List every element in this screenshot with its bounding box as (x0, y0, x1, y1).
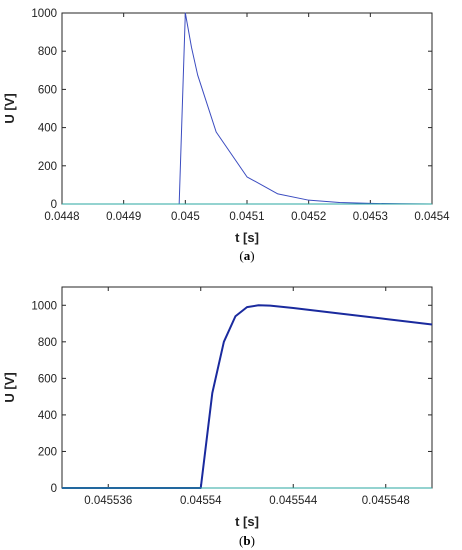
x-tick-label: 0.0452 (291, 211, 326, 223)
plot-frame (61, 286, 433, 489)
y-tick-label: 600 (38, 84, 57, 96)
y-tick-label: 400 (38, 410, 57, 422)
x-tick-label: 0.045544 (269, 495, 318, 507)
plot-frame (61, 12, 433, 205)
x-tick-label: 0.045548 (362, 495, 410, 507)
x-tick-label: 0.0451 (229, 211, 264, 223)
y-tick-label: 0 (51, 199, 57, 211)
x-axis-label: t [s] (235, 230, 259, 245)
panel-a: 0 200 400 600 800 1000 0.0448 0.0449 0.045 0.0451… (2, 8, 450, 263)
y-tick-label: 600 (38, 373, 57, 385)
panel-caption-letter: b (243, 533, 250, 548)
y-tick-label: 1000 (31, 8, 57, 20)
series-line-1 (62, 12, 433, 205)
panel-b: 0 200 400 600 800 1000 0.045536 0.04554 0.045544… (2, 286, 433, 548)
x-tick-label: 0.045536 (84, 495, 132, 507)
panel-caption: (a) (239, 248, 254, 263)
x-axis-label: t [s] (235, 514, 259, 529)
y-tick-label: 800 (38, 46, 57, 58)
y-axis-label: U [V] (2, 93, 17, 123)
y-tick-label: 1000 (31, 300, 57, 312)
x-tick-label: 0.0449 (106, 211, 141, 223)
x-tick-label: 0.04554 (180, 495, 222, 507)
panel-caption-letter: a (244, 248, 251, 263)
y-tick-label: 200 (38, 161, 57, 173)
x-tick-label: 0.045 (171, 211, 200, 223)
x-tick-label: 0.0453 (353, 211, 388, 223)
y-tick-label: 800 (38, 337, 57, 349)
y-tick-label: 0 (51, 483, 57, 495)
x-tick-label: 0.0448 (44, 211, 79, 223)
y-tick-label: 400 (38, 123, 57, 135)
y-axis-label: U [V] (2, 372, 17, 402)
panel-caption: (b) (239, 533, 255, 548)
y-tick-label: 200 (38, 446, 57, 458)
x-tick-label: 0.0454 (414, 211, 450, 223)
